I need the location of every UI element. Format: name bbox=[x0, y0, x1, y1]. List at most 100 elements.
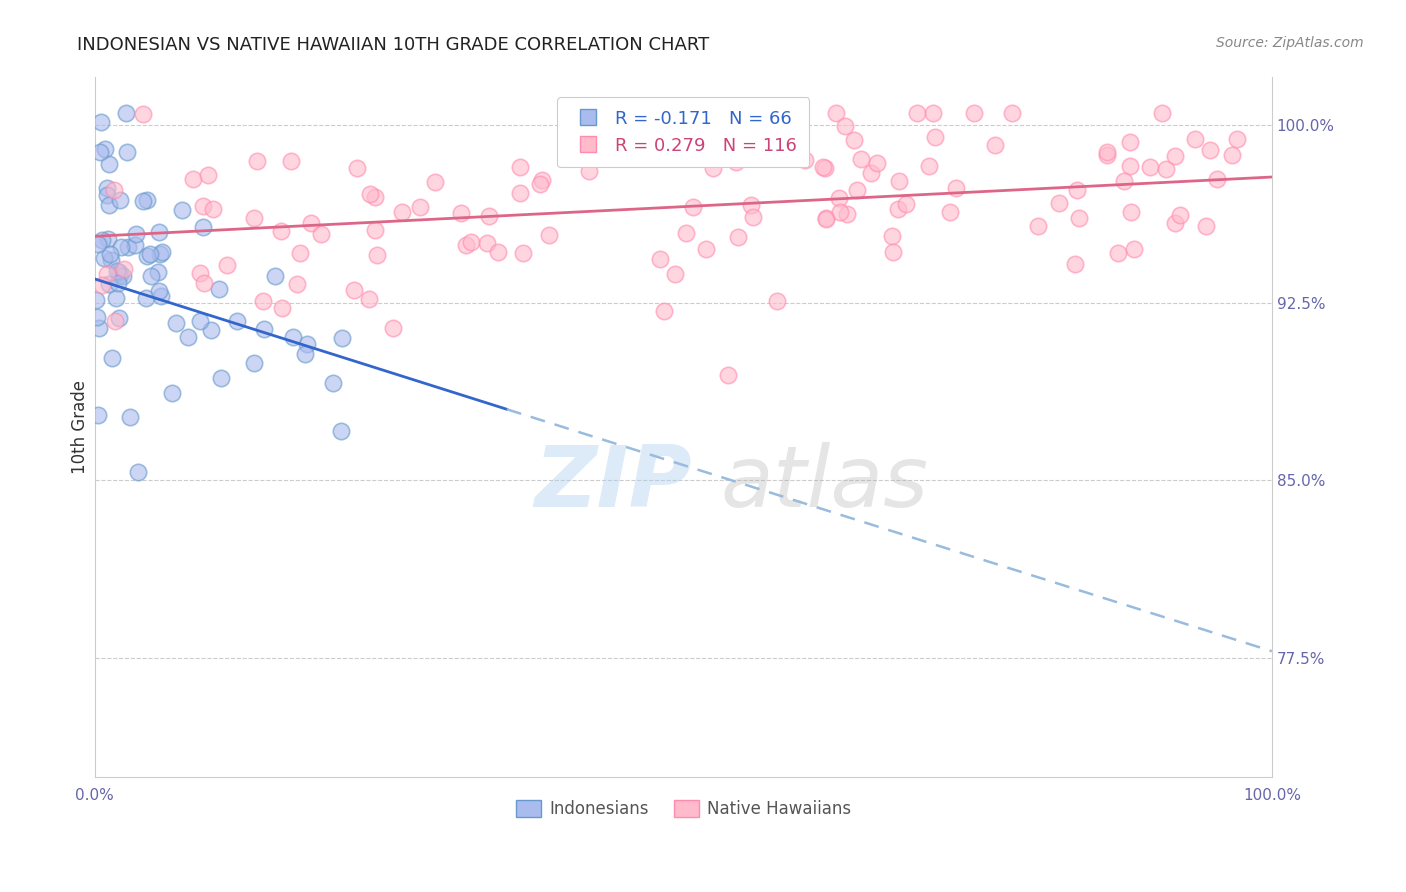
Point bbox=[181, 171, 204, 186]
Point bbox=[148, 226, 170, 240]
Point bbox=[887, 202, 910, 216]
Point bbox=[86, 310, 108, 324]
Point bbox=[139, 269, 162, 284]
Point bbox=[529, 177, 551, 191]
Point bbox=[84, 293, 107, 307]
Point bbox=[842, 132, 865, 146]
Point bbox=[815, 211, 838, 225]
Point bbox=[675, 226, 697, 240]
Point bbox=[882, 244, 904, 259]
Point bbox=[1150, 106, 1173, 120]
Point bbox=[1063, 257, 1085, 271]
Point bbox=[1195, 219, 1218, 234]
Point bbox=[749, 106, 772, 120]
Point bbox=[263, 269, 285, 284]
Point bbox=[135, 291, 157, 305]
Point bbox=[450, 206, 472, 220]
Point bbox=[188, 266, 211, 280]
Point bbox=[391, 205, 413, 219]
Point bbox=[363, 223, 385, 237]
Point bbox=[108, 265, 131, 279]
Point bbox=[117, 239, 139, 253]
Point bbox=[96, 267, 118, 281]
Point bbox=[938, 204, 960, 219]
Point bbox=[148, 284, 170, 298]
Point bbox=[766, 294, 789, 309]
Point bbox=[837, 207, 859, 221]
Point bbox=[115, 106, 138, 120]
Point bbox=[727, 229, 749, 244]
Point bbox=[983, 138, 1005, 153]
Point bbox=[165, 316, 187, 330]
Text: atlas: atlas bbox=[721, 442, 928, 524]
Point bbox=[1199, 143, 1222, 157]
Point bbox=[366, 248, 388, 262]
Point bbox=[107, 277, 129, 291]
Point bbox=[478, 209, 501, 223]
Point bbox=[859, 165, 882, 179]
Point bbox=[1220, 148, 1243, 162]
Point bbox=[100, 253, 122, 268]
Point bbox=[1184, 132, 1206, 146]
Point bbox=[297, 337, 319, 351]
Point bbox=[945, 181, 967, 195]
Point bbox=[98, 198, 121, 212]
Point bbox=[828, 191, 851, 205]
Point bbox=[330, 424, 353, 438]
Point bbox=[246, 154, 269, 169]
Point bbox=[364, 190, 387, 204]
Point bbox=[96, 188, 118, 202]
Point bbox=[917, 159, 939, 173]
Point bbox=[1047, 195, 1070, 210]
Point bbox=[1095, 147, 1118, 161]
Point bbox=[177, 330, 200, 344]
Point bbox=[408, 200, 430, 214]
Point bbox=[486, 244, 509, 259]
Text: ZIP: ZIP bbox=[534, 442, 692, 524]
Point bbox=[537, 228, 560, 243]
Point bbox=[110, 268, 132, 282]
Point bbox=[1119, 159, 1142, 173]
Point bbox=[87, 408, 110, 422]
Point bbox=[702, 161, 724, 175]
Point bbox=[200, 323, 222, 337]
Y-axis label: 10th Grade: 10th Grade bbox=[72, 380, 89, 475]
Point bbox=[1001, 106, 1024, 120]
Point bbox=[834, 119, 856, 133]
Point bbox=[98, 157, 121, 171]
Point bbox=[132, 194, 155, 209]
Text: Source: ZipAtlas.com: Source: ZipAtlas.com bbox=[1216, 36, 1364, 50]
Point bbox=[97, 232, 120, 246]
Point bbox=[783, 130, 806, 145]
Point bbox=[98, 246, 121, 260]
Point bbox=[149, 247, 172, 261]
Point bbox=[243, 211, 266, 226]
Point bbox=[664, 267, 686, 281]
Point bbox=[322, 376, 344, 390]
Point bbox=[1206, 171, 1229, 186]
Point bbox=[110, 240, 132, 254]
Point bbox=[1067, 211, 1090, 226]
Point bbox=[98, 277, 121, 292]
Point bbox=[100, 351, 122, 365]
Point bbox=[115, 145, 138, 160]
Point bbox=[741, 210, 763, 224]
Point bbox=[193, 199, 215, 213]
Point bbox=[89, 145, 111, 160]
Point bbox=[724, 154, 747, 169]
Point bbox=[1026, 219, 1049, 233]
Point bbox=[475, 235, 498, 250]
Point bbox=[1139, 160, 1161, 174]
Point bbox=[359, 187, 381, 202]
Point bbox=[125, 227, 148, 242]
Point bbox=[201, 202, 224, 216]
Point bbox=[104, 313, 127, 327]
Point bbox=[512, 245, 534, 260]
Point bbox=[1168, 208, 1191, 222]
Point bbox=[93, 251, 115, 265]
Point bbox=[814, 212, 837, 227]
Point bbox=[294, 347, 316, 361]
Point bbox=[814, 161, 837, 175]
Point bbox=[136, 193, 159, 207]
Point bbox=[160, 385, 183, 400]
